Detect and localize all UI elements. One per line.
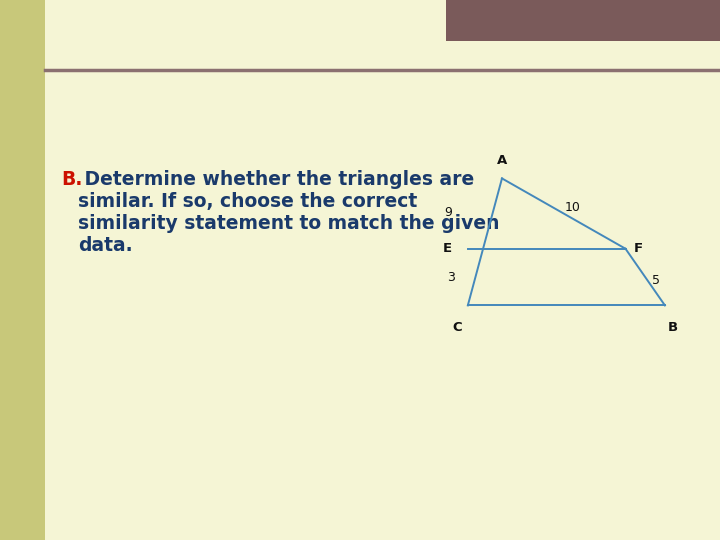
Text: B: B [667,321,678,334]
Text: A: A [497,154,507,167]
Text: 3: 3 [447,271,455,284]
Bar [446,0,720,40]
Text: Determine whether the triangles are
similar. If so, choose the correct
similarit: Determine whether the triangles are simi… [78,170,499,255]
Text: 10: 10 [565,201,581,214]
Bar [0,0,45,540]
Text: C: C [452,321,462,334]
Text: E: E [443,242,452,255]
Text: F: F [634,242,642,255]
Text: 5: 5 [652,274,660,287]
Text: 9: 9 [444,206,452,219]
Text: B.: B. [61,170,83,189]
